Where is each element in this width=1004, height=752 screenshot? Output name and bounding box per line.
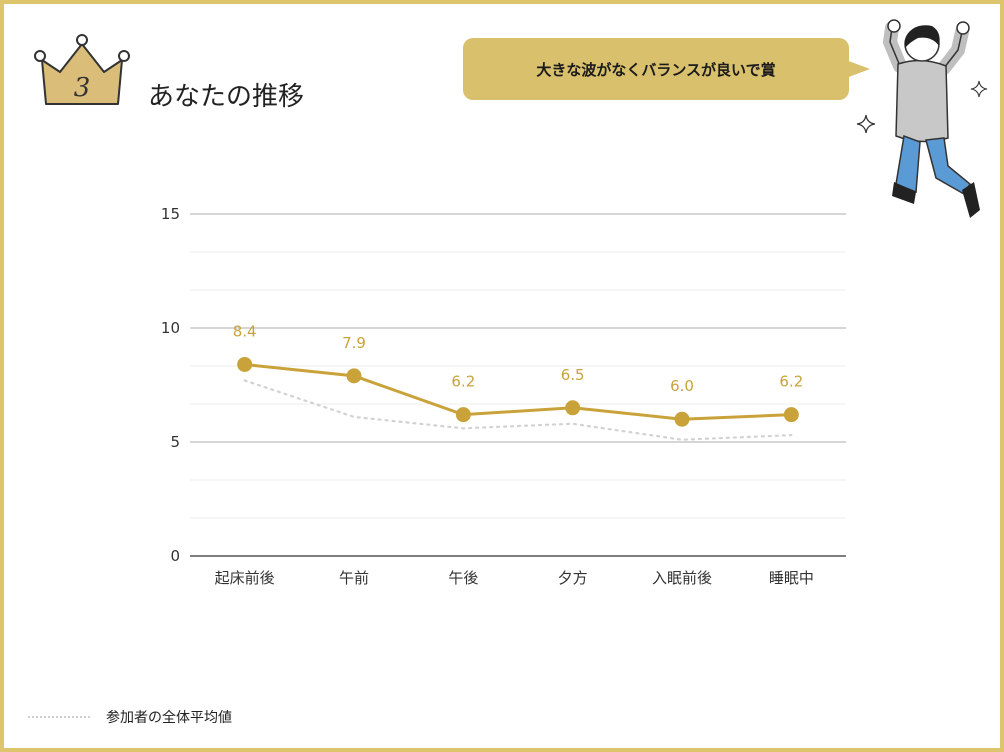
x-tick-label: 夕方: [558, 569, 588, 587]
crown-icon: 3: [34, 34, 130, 105]
data-label: 7.9: [342, 334, 366, 352]
data-label: 8.4: [233, 322, 257, 340]
average-series-line: [243, 379, 793, 441]
data-label: 6.0: [670, 377, 694, 395]
data-point: [237, 356, 253, 372]
legend: 参加者の全体平均値: [28, 706, 232, 728]
y-tick-label: 5: [170, 433, 180, 451]
y-tick-label: 0: [170, 547, 180, 565]
award-text: 大きな波がなくバランスが良いで賞: [536, 60, 776, 79]
data-point: [455, 407, 471, 423]
legend-average-swatch: [28, 716, 90, 718]
jumping-person-illustration: [882, 19, 980, 218]
data-label: 6.2: [779, 373, 803, 391]
x-tick-label: 睡眠中: [769, 569, 814, 587]
rank-number: 3: [74, 73, 91, 103]
data-label: 6.2: [451, 373, 475, 391]
x-tick-label: 起床前後: [215, 569, 275, 587]
award-speech-bubble: 大きな波がなくバランスが良いで賞: [463, 38, 849, 100]
speech-bubble-tail: [846, 60, 870, 78]
data-point: [783, 407, 799, 423]
data-point: [565, 400, 581, 416]
x-tick-label: 午前: [339, 569, 369, 587]
page-title: あなたの推移: [148, 82, 305, 112]
y-tick-label: 10: [161, 319, 180, 337]
x-tick-label: 入眠前後: [652, 569, 712, 587]
x-tick-label: 午後: [448, 569, 478, 587]
legend-average-label: 参加者の全体平均値: [106, 710, 232, 726]
main-series-line: [244, 362, 792, 421]
sparkle-icon: [856, 114, 876, 134]
sparkle-icon: [970, 80, 988, 98]
data-point: [346, 368, 362, 384]
data-point: [674, 411, 690, 427]
data-label: 6.5: [561, 366, 585, 384]
y-tick-label: 15: [161, 205, 180, 223]
